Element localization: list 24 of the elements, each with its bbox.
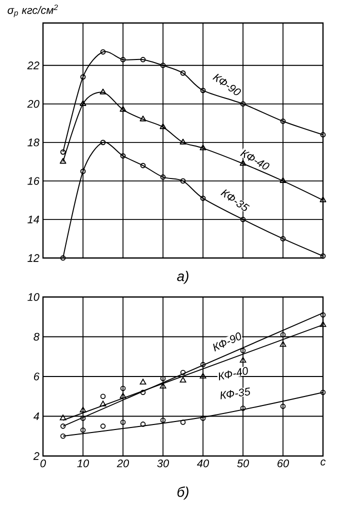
x-tick-label: 30 [157,460,169,468]
y-tick-label: 22 [27,62,40,70]
text: а) [177,270,188,284]
y-tick-label: 14 [28,216,40,224]
x-tick-label: 20 [116,460,129,468]
y-tick-label: 10 [28,293,40,301]
x-tick-label: 40 [196,460,209,468]
y-tick-label: 6 [34,372,40,380]
text: б) [177,486,188,500]
y-tick-label: 2 [33,452,40,460]
x-tick-label: 50 [237,460,249,468]
y-axis-title: σ$_{р}$ кгс/см$^{2}$ [8,4,58,18]
y-tick-label: 20 [27,100,40,108]
y-tick-label: 12 [28,254,40,262]
text: КФ-35 [220,388,250,400]
text: КФ-40 [218,366,248,380]
x-tick-label: 0 [40,460,46,468]
y-tick-label: 16 [28,177,40,185]
x-tick-label: 60 [278,460,289,468]
y-tick-label: 8 [34,332,40,341]
x-tick-label: c [320,460,326,466]
y-tick-label: 4 [33,412,40,420]
y-tick-label: 18 [28,138,40,146]
x-tick-label: 10 [77,460,89,468]
